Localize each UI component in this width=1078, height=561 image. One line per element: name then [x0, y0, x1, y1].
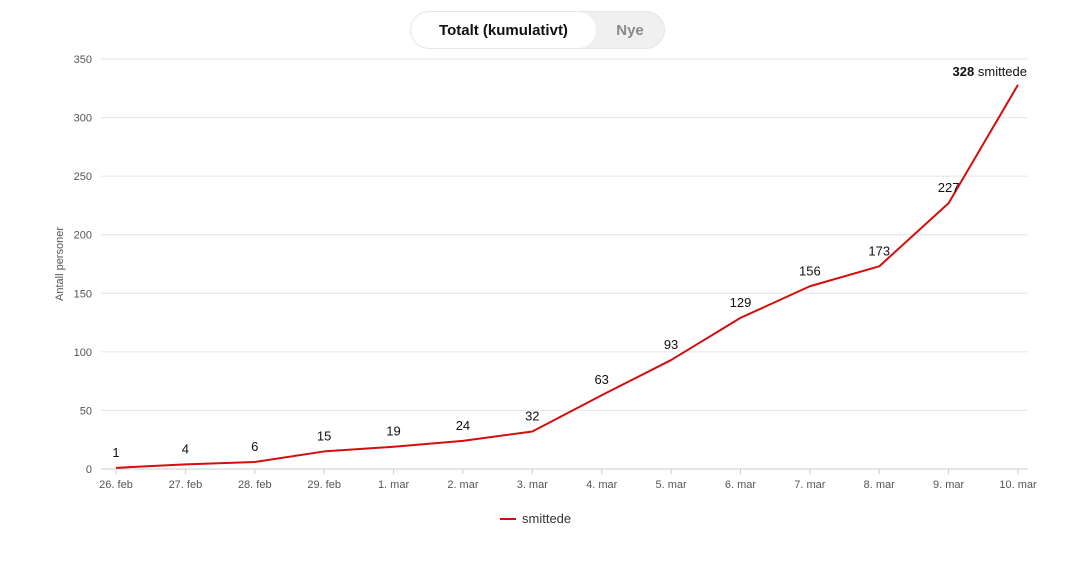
x-tick-label: 7. mar: [794, 479, 826, 491]
data-label: 32: [525, 409, 539, 424]
x-tick-label: 3. mar: [517, 479, 549, 491]
data-label: 1: [112, 445, 119, 460]
data-label: 6: [251, 439, 258, 454]
y-tick-label: 200: [74, 230, 92, 242]
legend-swatch: [500, 517, 516, 520]
data-label: 227: [938, 180, 960, 195]
x-tick-label: 6. mar: [725, 479, 757, 491]
x-tick-label: 27. feb: [169, 479, 203, 491]
data-label: 4: [182, 441, 189, 456]
data-label: 15: [317, 428, 331, 443]
x-tick-label: 2. mar: [447, 479, 479, 491]
y-tick-label: 250: [74, 171, 92, 183]
y-tick-label: 50: [80, 405, 92, 417]
x-tick-label: 5. mar: [655, 479, 687, 491]
data-label: 19: [386, 424, 400, 439]
y-tick-label: 300: [74, 113, 92, 125]
x-tick-label: 9. mar: [933, 479, 965, 491]
legend[interactable]: smittede: [500, 511, 571, 526]
data-label: 93: [664, 337, 678, 352]
toggle-total-cumulative-button[interactable]: Totalt (kumulativt): [411, 12, 596, 48]
x-tick-label: 10. mar: [999, 479, 1037, 491]
x-tick-label: 26. feb: [99, 479, 133, 491]
y-axis-label: Antall personer: [54, 227, 66, 301]
series-line-smittede: [115, 84, 1019, 469]
data-label: 173: [868, 243, 890, 258]
y-tick-label: 350: [74, 54, 92, 66]
x-tick-label: 29. feb: [307, 479, 341, 491]
x-tick-label: 4. mar: [586, 479, 618, 491]
data-label: 63: [594, 372, 608, 387]
end-label-value: 328: [953, 64, 975, 79]
end-label: 328 smittede: [953, 64, 1027, 79]
toggle-new-button[interactable]: Nye: [616, 21, 644, 39]
x-tick-label: 28. feb: [238, 479, 272, 491]
view-toggle: Totalt (kumulativt) Nye: [410, 11, 665, 49]
data-label: 156: [799, 263, 821, 278]
y-tick-label: 100: [74, 347, 92, 359]
legend-label: smittede: [522, 511, 572, 526]
x-tick-label: 1. mar: [378, 479, 410, 491]
data-label: 24: [456, 418, 470, 433]
y-tick-label: 150: [74, 288, 92, 300]
data-label: 129: [730, 295, 752, 310]
x-tick-label: 8. mar: [864, 479, 896, 491]
y-tick-label: 0: [86, 464, 92, 476]
end-label-text: smittede: [974, 64, 1027, 79]
